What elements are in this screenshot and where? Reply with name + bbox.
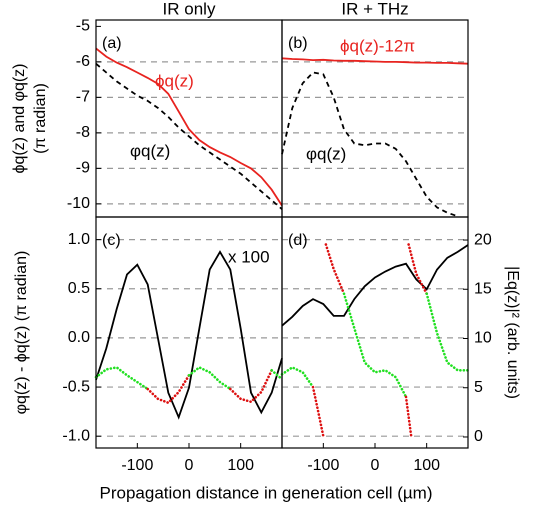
phase-dots xyxy=(311,385,325,438)
column-title: IR only xyxy=(163,0,216,18)
y-tick-label: 0.5 xyxy=(68,280,90,297)
x-tick-label: 100 xyxy=(413,457,440,474)
y-tick-label: 1.0 xyxy=(68,231,90,248)
panel-label: (c) xyxy=(102,232,121,249)
y-tick-label: -6 xyxy=(76,53,90,70)
y-tick-label: -8 xyxy=(76,124,90,141)
panel-label: (d) xyxy=(288,232,308,249)
phase-dots xyxy=(324,243,346,295)
y-axis-label: φq(z) - ϕq(z) (π radian) xyxy=(13,251,30,415)
phase-dots xyxy=(94,366,149,391)
phase-dots xyxy=(270,369,284,381)
y-axis-label: ϕq(z) and φq(z) xyxy=(11,63,28,173)
annotation: φq(z) xyxy=(130,141,170,160)
phase-dots xyxy=(404,395,413,438)
curve xyxy=(281,71,458,218)
x-tick-label: 0 xyxy=(185,457,194,474)
phase-dots xyxy=(229,369,273,404)
x-tick-label: 100 xyxy=(227,457,254,474)
curve xyxy=(281,244,469,327)
curve xyxy=(95,250,283,420)
x-axis-label: Propagation distance in generation cell … xyxy=(100,483,433,502)
column-title: IR + THz xyxy=(341,0,408,18)
y2-axis-label: |Eq(z)|² (arb. units) xyxy=(504,266,521,399)
y-tick-label: -9 xyxy=(76,160,90,177)
annotation: φq(z) xyxy=(306,144,346,163)
x-tick-label: -100 xyxy=(307,457,339,474)
annotation: ϕq(z)-12π xyxy=(340,36,415,55)
curve xyxy=(95,63,283,210)
annotation: ϕq(z) xyxy=(155,71,194,90)
y-tick-label: 0.0 xyxy=(68,329,90,346)
y-tick-label: -0.5 xyxy=(62,378,90,395)
y-tick-label: -5 xyxy=(76,18,90,35)
y2-tick-label: 10 xyxy=(474,330,492,347)
x-tick-label: 0 xyxy=(371,457,380,474)
phase-dots xyxy=(187,365,232,391)
curve xyxy=(281,57,469,65)
y-tick-label: -7 xyxy=(76,89,90,106)
y-tick-label: -1.0 xyxy=(62,427,90,444)
y2-tick-label: 20 xyxy=(474,231,492,248)
y-axis-label: (π radian) xyxy=(32,83,49,154)
phase-dots xyxy=(146,374,191,405)
panel-label: (b) xyxy=(288,35,308,52)
x-tick-label: -100 xyxy=(121,457,153,474)
y-tick-label: -10 xyxy=(67,195,90,212)
phase-dots xyxy=(342,292,408,399)
panel-frame xyxy=(281,216,469,449)
panel-label: (a) xyxy=(102,35,122,52)
y2-tick-label: 0 xyxy=(474,428,483,445)
y2-tick-label: 5 xyxy=(474,379,483,396)
phase-dots xyxy=(407,243,428,295)
y2-tick-label: 15 xyxy=(474,280,492,297)
curve xyxy=(95,47,283,207)
panel-frame xyxy=(95,19,283,218)
phase-dots xyxy=(425,292,470,372)
phase-dots xyxy=(280,365,315,389)
annotation: x 100 xyxy=(228,247,270,266)
